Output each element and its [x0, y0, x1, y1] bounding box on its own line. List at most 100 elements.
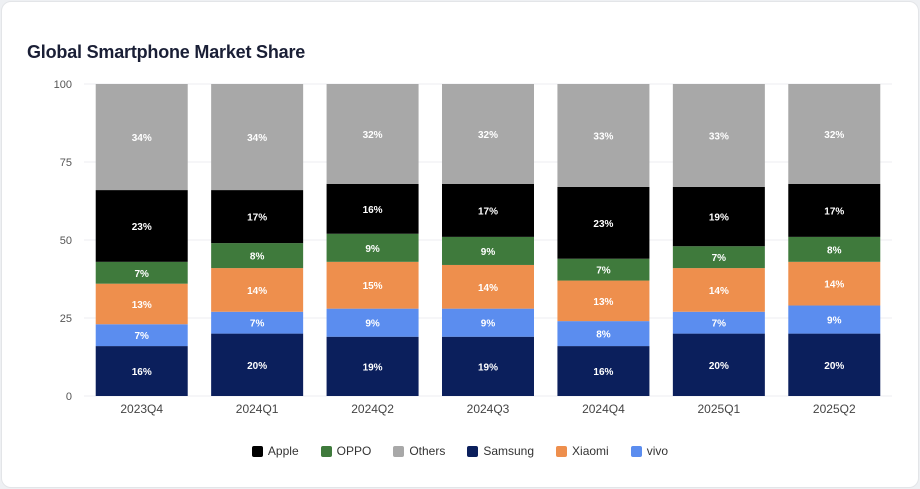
bar-segment-samsung — [557, 346, 650, 396]
data-label: 7% — [712, 253, 727, 264]
legend-swatch — [320, 445, 332, 457]
bar-segment-xiaomi — [442, 264, 534, 309]
data-label: 8% — [827, 245, 842, 256]
bar-segment-apple — [672, 186, 765, 247]
bar-segment-vivo — [442, 308, 534, 337]
legend-item-samsung[interactable]: Samsung — [467, 444, 534, 458]
data-label: 15% — [363, 281, 383, 292]
data-label: 14% — [824, 280, 844, 291]
legend-item-apple[interactable]: Apple — [251, 444, 299, 458]
data-label: 7% — [596, 266, 611, 277]
data-label: 7% — [712, 319, 727, 330]
bar-segment-oppo — [672, 246, 765, 269]
x-tick-label: 2024Q4 — [582, 402, 625, 416]
legend-swatch — [630, 445, 642, 457]
bar-segment-samsung — [672, 333, 765, 396]
bar-segment-oppo — [557, 258, 650, 281]
data-label: 9% — [365, 244, 380, 255]
legend-label: Apple — [267, 444, 299, 458]
bar-segment-others — [788, 84, 881, 184]
bar-segment-others — [442, 84, 534, 184]
bar-segment-apple — [211, 190, 304, 244]
bar-segment-apple — [442, 183, 534, 237]
data-label: 7% — [250, 319, 265, 330]
bar-segment-xiaomi — [672, 268, 765, 312]
bar-segment-vivo — [788, 305, 881, 334]
y-tick-label: 50 — [60, 235, 72, 247]
y-tick-label: 0 — [66, 391, 72, 403]
y-tick-label: 25 — [60, 313, 72, 325]
bar-segment-apple — [788, 183, 881, 237]
data-label: 34% — [132, 133, 152, 144]
bar-segment-vivo — [95, 324, 188, 347]
data-label: 19% — [709, 213, 729, 224]
legend-label: Xiaomi — [572, 444, 609, 458]
data-label: 32% — [478, 130, 498, 141]
legend-swatch — [556, 445, 568, 457]
x-tick-label: 2023Q4 — [120, 402, 163, 416]
bar-segment-xiaomi — [557, 280, 650, 322]
bar-segment-oppo — [95, 261, 188, 284]
data-label: 16% — [132, 367, 152, 378]
data-label: 17% — [478, 206, 498, 217]
data-label: 8% — [250, 252, 265, 263]
data-label: 17% — [824, 206, 844, 217]
x-tick-label: 2024Q3 — [467, 402, 510, 416]
bar-segment-others — [95, 84, 188, 191]
bar-segment-vivo — [211, 311, 304, 334]
bar-segment-oppo — [326, 233, 419, 262]
legend-item-others[interactable]: Others — [393, 444, 445, 458]
data-label: 17% — [247, 213, 267, 224]
data-label: 16% — [363, 205, 383, 216]
chart-legend: Apple OPPO Others Samsung Xiaomi vivo — [0, 444, 920, 458]
data-label: 14% — [709, 286, 729, 297]
legend-swatch — [251, 445, 263, 457]
data-label: 7% — [134, 269, 149, 280]
bar-segment-others — [326, 84, 419, 184]
bar-segment-vivo — [557, 321, 650, 347]
data-label: 32% — [363, 130, 383, 141]
bar-segment-oppo — [788, 236, 881, 262]
data-label: 34% — [247, 133, 267, 144]
bar-segment-xiaomi — [95, 283, 188, 325]
data-label: 23% — [593, 219, 613, 230]
bar-segment-samsung — [95, 346, 188, 396]
data-label: 14% — [478, 283, 498, 294]
data-label: 9% — [365, 319, 380, 330]
x-tick-label: 2025Q2 — [813, 402, 856, 416]
x-tick-label: 2025Q1 — [698, 402, 741, 416]
bar-segment-xiaomi — [211, 268, 304, 312]
data-label: 33% — [593, 131, 613, 142]
bar-segment-vivo — [672, 311, 765, 334]
bar-segment-vivo — [326, 308, 419, 337]
bar-segment-apple — [326, 183, 419, 234]
legend-item-vivo[interactable]: vivo — [630, 444, 669, 458]
data-label: 14% — [247, 286, 267, 297]
legend-label: vivo — [646, 444, 669, 458]
data-label: 13% — [132, 300, 152, 311]
y-tick-label: 100 — [54, 79, 72, 91]
legend-item-oppo[interactable]: OPPO — [320, 444, 371, 458]
bar-segment-xiaomi — [326, 261, 419, 309]
chart-title: Global Smartphone Market Share — [27, 42, 306, 62]
legend-item-xiaomi[interactable]: Xiaomi — [556, 444, 609, 458]
bar-segment-xiaomi — [788, 261, 881, 306]
bar-segment-oppo — [442, 236, 534, 265]
x-tick-label: 2024Q1 — [236, 402, 279, 416]
y-tick-label: 75 — [60, 157, 72, 169]
bar-segment-others — [557, 84, 650, 187]
data-label: 7% — [134, 331, 149, 342]
data-label: 20% — [824, 361, 844, 372]
data-label: 13% — [593, 297, 613, 308]
bar-segment-samsung — [442, 336, 534, 396]
data-label: 20% — [709, 361, 729, 372]
data-label: 9% — [481, 247, 496, 258]
bar-segment-apple — [557, 186, 650, 259]
bar-segment-oppo — [211, 243, 304, 269]
legend-swatch — [393, 445, 405, 457]
data-label: 19% — [363, 362, 383, 373]
data-label: 32% — [824, 130, 844, 141]
data-label: 9% — [827, 316, 842, 327]
data-label: 20% — [247, 361, 267, 372]
